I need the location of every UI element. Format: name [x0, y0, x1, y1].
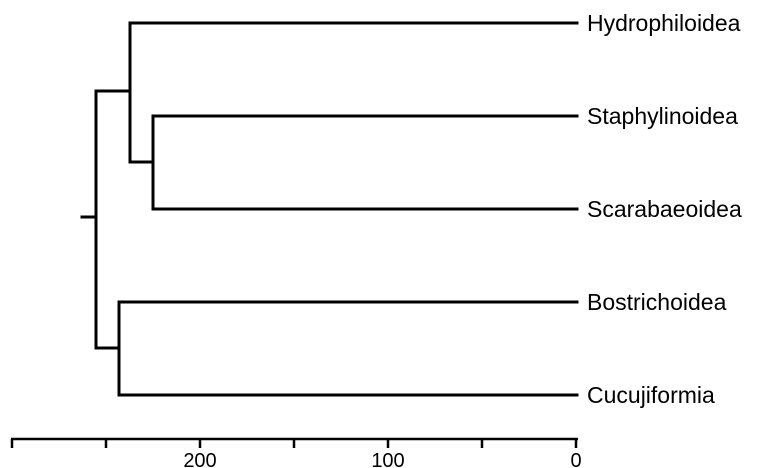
taxon-label-hydrophiloidea: Hydrophiloidea [587, 10, 741, 36]
tick-label-100: 100 [371, 450, 404, 468]
taxon-label-scarabaeoidea: Scarabaeoidea [587, 196, 742, 222]
tick-label-0: 0 [570, 450, 581, 468]
tick-label-200: 200 [183, 450, 216, 468]
taxon-label-bostrichoidea: Bostrichoidea [587, 289, 727, 315]
taxon-label-cucujiformia: Cucujiformia [587, 382, 715, 408]
taxon-label-staphylinoidea: Staphylinoidea [587, 103, 738, 129]
